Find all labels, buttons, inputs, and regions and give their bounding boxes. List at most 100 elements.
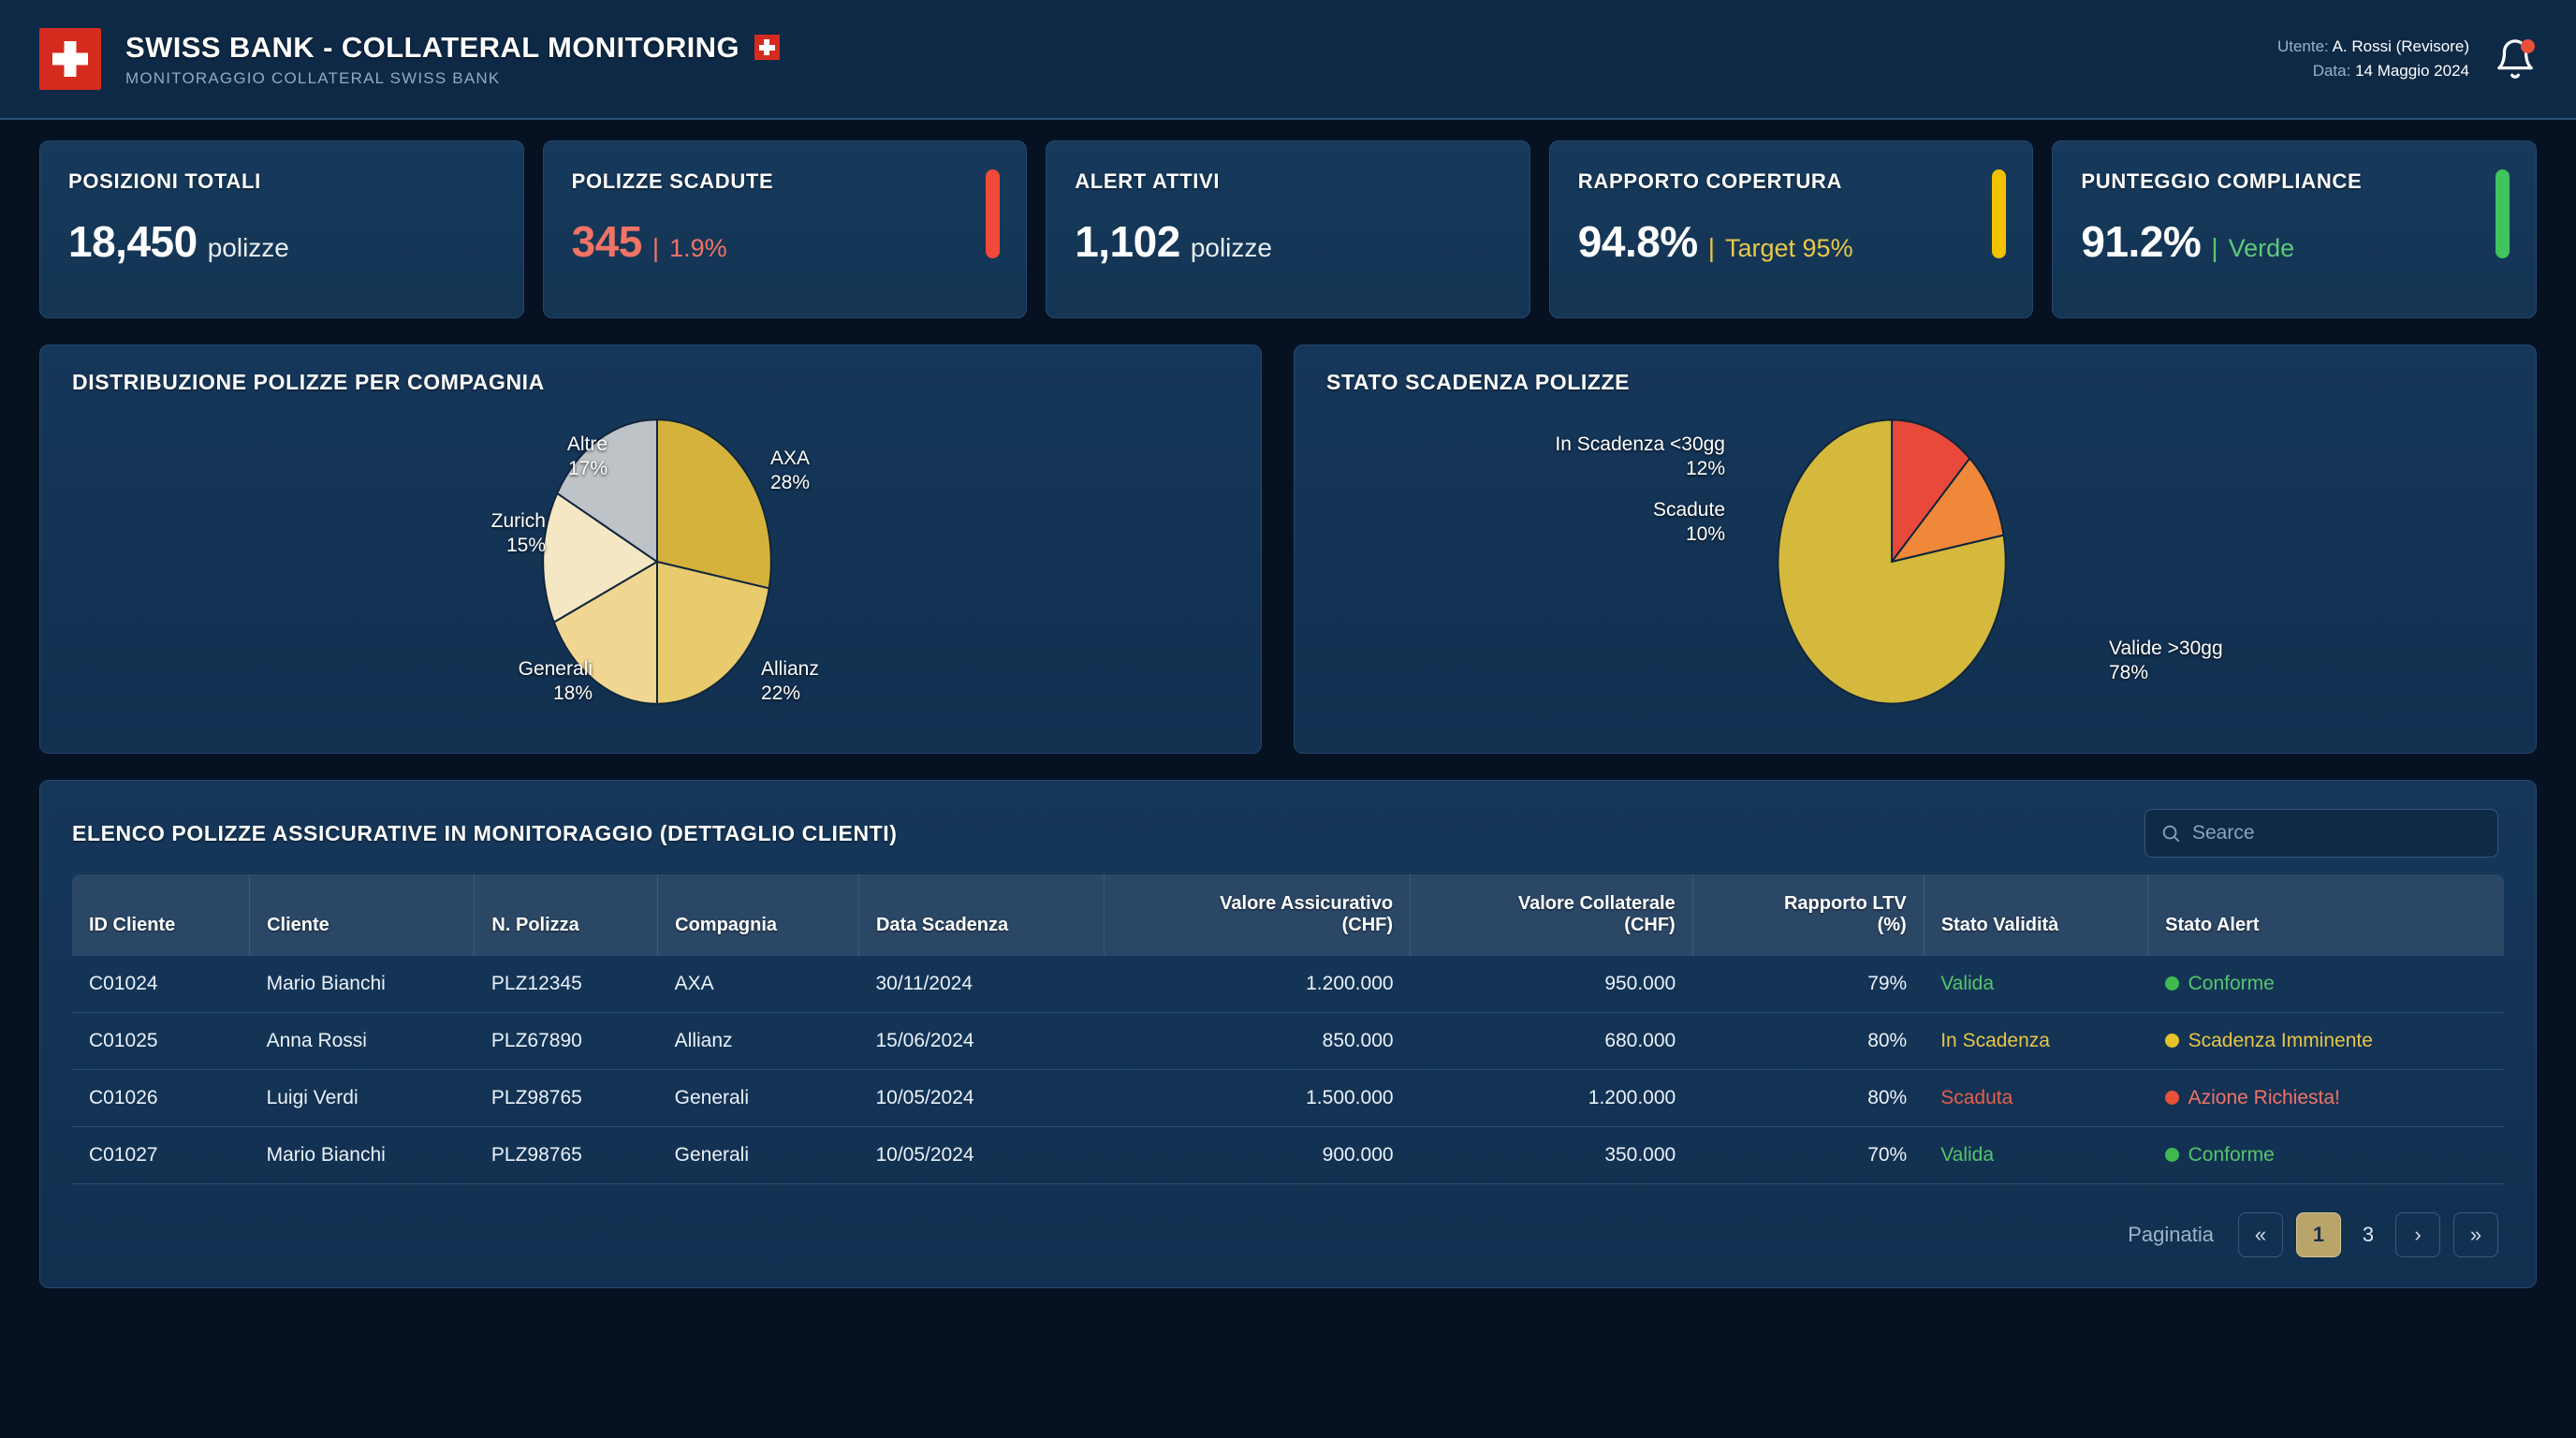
header-right: Utente: A. Rossi (Revisore) Data: 14 Mag… <box>2277 0 2537 118</box>
cell-id-cliente: C01027 <box>72 1126 250 1184</box>
chart-row: DISTRIBUZIONE POLIZZE PER COMPAGNIA Altr… <box>0 318 2576 754</box>
swiss-flag-icon-small <box>754 35 780 60</box>
col-stato-alert[interactable]: Stato Alert <box>2147 874 2504 956</box>
status-badge-validita: Valida <box>1924 955 2148 1013</box>
pie-label-generali: Generali 18% <box>518 658 593 705</box>
cell-data-scadenza: 10/05/2024 <box>858 1126 1105 1184</box>
kpi-card-punteggio-compliance[interactable]: PUNTEGGIO COMPLIANCE 91.2% | Verde <box>2052 140 2537 318</box>
user-value: A. Rossi (Revisore) <box>2332 37 2469 55</box>
cell-valore-assicurativo: 900.000 <box>1104 1126 1411 1184</box>
pagination-next-button[interactable]: › <box>2395 1212 2440 1257</box>
status-badge-alert: Conforme <box>2147 955 2504 1013</box>
date-value: 14 Maggio 2024 <box>2355 62 2469 80</box>
status-badge-alert: Azione Richiesta! <box>2147 1069 2504 1127</box>
cell-valore-collaterale: 1.200.000 <box>1410 1069 1693 1127</box>
table-row[interactable]: C01027 Mario Bianchi PLZ98765 Generali 10/05… <box>72 1126 2504 1184</box>
notification-bell-icon <box>2497 39 2533 79</box>
search-icon <box>2162 825 2180 843</box>
table-row[interactable]: C01024 Mario Bianchi PLZ12345 AXA 30/11/2024… <box>72 955 2504 1013</box>
col-compagnia[interactable]: Compagnia <box>657 874 859 956</box>
kpi-card-posizioni-totali[interactable]: POSIZIONI TOTALI 18,450 polizze <box>39 140 524 318</box>
kpi-value: 94.8% <box>1577 217 1698 266</box>
pie-chart-compagnia: Altre 17% AXA 28% Zurich 15% Generali 18% Al… <box>40 395 1261 743</box>
kpi-label: ALERT ATTIVI <box>1075 169 1221 193</box>
date-label: Data: <box>2312 62 2351 80</box>
cell-valore-collaterale: 950.000 <box>1410 955 1693 1013</box>
kpi-card-polizze-scadute[interactable]: POLIZZE SCADUTE 345 | 1.9% <box>542 140 1028 318</box>
notification-badge-dot <box>2521 39 2535 53</box>
status-badge-validita: Valida <box>1924 1126 2148 1184</box>
pie-label-axa: AXA 28% <box>770 448 811 494</box>
status-badge-alert: Conforme <box>2147 1126 2504 1184</box>
cell-valore-collaterale: 680.000 <box>1410 1012 1693 1070</box>
status-badge-alert: Scadenza Imminente <box>2147 1012 2504 1070</box>
search-box[interactable] <box>2144 809 2498 858</box>
pagination-last-button[interactable]: » <box>2453 1212 2498 1257</box>
search-input[interactable] <box>2192 822 2482 844</box>
kpi-accent-bar <box>986 169 1001 258</box>
table-body: C01024 Mario Bianchi PLZ12345 AXA 30/11/2024… <box>72 955 2504 1184</box>
table-head: ID Cliente Cliente N. Polizza Compagnia … <box>72 874 2504 956</box>
pagination-current-page[interactable]: 1 <box>2296 1212 2341 1257</box>
col-valore-assicurativo[interactable]: Valore Assicurativo (CHF) <box>1104 874 1412 956</box>
cell-valore-assicurativo: 1.500.000 <box>1104 1069 1411 1127</box>
cell-n-polizza: PLZ12345 <box>474 955 658 1013</box>
pie-label-valide: Valide >30gg 78% <box>2109 638 2223 684</box>
kpi-subvalue: Verde <box>2228 234 2295 262</box>
chart-title-right: STATO SCADENZA POLIZZE <box>1326 370 1631 394</box>
page-subtitle: MONITORAGGIO COLLATERAL SWISS BANK <box>125 68 501 87</box>
kpi-value: 18,450 <box>68 217 198 266</box>
cell-id-cliente: C01025 <box>72 1012 250 1070</box>
swiss-flag-icon <box>39 28 101 90</box>
table-row[interactable]: C01026 Luigi Verdi PLZ98765 Generali 10/05/2… <box>72 1069 2504 1127</box>
kpi-subvalue: 1.9% <box>669 234 727 262</box>
cell-compagnia: Generali <box>657 1126 859 1184</box>
pie-label-allianz: Allianz 22% <box>761 658 819 705</box>
cell-rapporto-ltv: 70% <box>1692 1126 1925 1184</box>
kpi-value: 345 <box>571 217 643 266</box>
cell-cliente: Luigi Verdi <box>249 1069 475 1127</box>
kpi-label: PUNTEGGIO COMPLIANCE <box>2081 169 2363 193</box>
status-badge-validita: In Scadenza <box>1924 1012 2148 1070</box>
kpi-accent-bar <box>1992 169 2007 258</box>
status-badge-validita: Scaduta <box>1924 1069 2148 1127</box>
pie-label-altre: Altre 17% <box>566 433 607 480</box>
status-dot-icon <box>2164 1148 2179 1162</box>
cell-valore-assicurativo: 1.200.000 <box>1104 955 1411 1013</box>
cell-id-cliente: C01024 <box>72 955 250 1013</box>
kpi-card-alert-attivi[interactable]: ALERT ATTIVI 1,102 polizze <box>1046 140 1530 318</box>
pie-label-scadute: Scadute 10% <box>1652 499 1725 546</box>
notification-bell-button[interactable] <box>2494 37 2537 81</box>
table-row[interactable]: C01025 Anna Rossi PLZ67890 Allianz 15/06/202… <box>72 1012 2504 1070</box>
cell-data-scadenza: 15/06/2024 <box>858 1012 1105 1070</box>
user-meta: Utente: A. Rossi (Revisore) Data: 14 Mag… <box>2277 35 2469 84</box>
col-stato-validita[interactable]: Stato Validità <box>1924 874 2149 956</box>
status-dot-icon <box>2164 1034 2179 1048</box>
col-id-cliente[interactable]: ID Cliente <box>72 874 251 956</box>
pie-label-in-scadenza: In Scadenza <30gg 12% <box>1555 433 1725 480</box>
cell-data-scadenza: 10/05/2024 <box>858 1069 1105 1127</box>
kpi-row: POSIZIONI TOTALI 18,450 polizze POLIZZE … <box>0 120 2576 318</box>
kpi-value: 91.2% <box>2081 217 2202 266</box>
col-rapporto-ltv[interactable]: Rapporto LTV (%) <box>1692 874 1925 956</box>
col-data-scadenza[interactable]: Data Scadenza <box>858 874 1105 956</box>
cell-compagnia: AXA <box>657 955 859 1013</box>
col-valore-collaterale[interactable]: Valore Collaterale (CHF) <box>1410 874 1693 956</box>
kpi-label: POSIZIONI TOTALI <box>68 169 261 193</box>
col-n-polizza[interactable]: N. Polizza <box>474 874 659 956</box>
pagination-first-button[interactable]: « <box>2238 1212 2283 1257</box>
kpi-unit: polizze <box>207 233 289 262</box>
kpi-separator: | <box>1707 233 1715 262</box>
user-label: Utente: <box>2276 37 2329 55</box>
kpi-label: RAPPORTO COPERTURA <box>1577 169 1843 193</box>
col-cliente[interactable]: Cliente <box>249 874 476 956</box>
cell-compagnia: Generali <box>657 1069 859 1127</box>
pagination: Paginatia « 1 3 › » <box>40 1184 2536 1261</box>
pie-chart-compagnia-svg <box>542 418 772 705</box>
kpi-card-rapporto-copertura[interactable]: RAPPORTO COPERTURA 94.8% | Target 95% <box>1548 140 2034 318</box>
cell-id-cliente: C01026 <box>72 1069 250 1127</box>
page-title: SWISS BANK - COLLATERAL MONITORING <box>125 30 739 64</box>
table-header-row: ID Cliente Cliente N. Polizza Compagnia … <box>72 874 2504 956</box>
kpi-subvalue: Target 95% <box>1725 234 1853 262</box>
table-title: ELENCO POLIZZE ASSICURATIVE IN MONITORAG… <box>72 820 898 845</box>
